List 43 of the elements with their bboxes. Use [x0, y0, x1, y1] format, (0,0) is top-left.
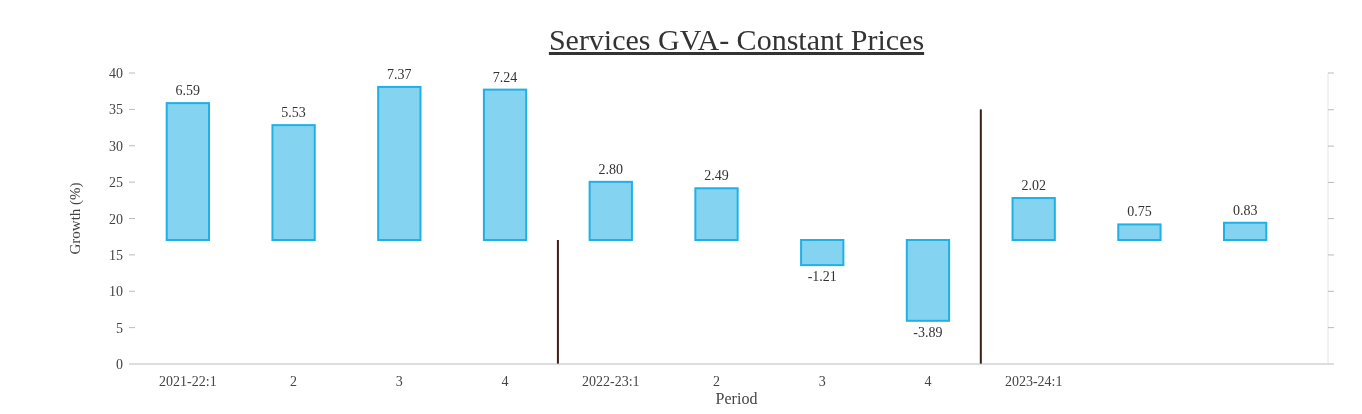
y-axis-title: Growth (%) — [67, 182, 84, 255]
y-tick-label: 5 — [116, 320, 123, 336]
chart-title: Services GVA- Constant Prices — [548, 23, 925, 56]
x-tick-label: 2023-24:1 — [1004, 374, 1063, 389]
x-tick-label: 3 — [395, 374, 403, 389]
data-label: 6.59 — [175, 83, 201, 99]
y-tick-label: 30 — [109, 138, 123, 154]
data-label: 7.24 — [492, 69, 518, 85]
data-label: 2.49 — [704, 168, 729, 184]
y-tick-label: 25 — [109, 175, 123, 191]
y-tick-label: 40 — [109, 66, 123, 81]
y-tick-label: 35 — [109, 102, 123, 118]
data-label: 2.80 — [598, 161, 624, 177]
bar — [377, 85, 422, 241]
bar — [694, 187, 739, 241]
bar — [800, 239, 845, 267]
data-label: 7.37 — [387, 66, 412, 82]
bar — [588, 180, 633, 241]
data-label: -1.21 — [807, 269, 837, 285]
x-tick-label: 2 — [713, 374, 720, 389]
x-tick-label: 2022-23:1 — [581, 374, 640, 389]
y-tick-label: 20 — [109, 211, 123, 227]
x-tick-label: 4 — [501, 374, 509, 389]
x-tick-label: 3 — [818, 374, 826, 389]
x-tick-label: 4 — [924, 374, 932, 389]
x-tick-label: 2021-22:1 — [159, 374, 217, 389]
data-label: 2.02 — [1021, 178, 1046, 194]
bar — [1117, 223, 1162, 241]
data-label: -3.89 — [913, 324, 943, 340]
data-label: 0.83 — [1232, 202, 1258, 218]
bar — [1011, 197, 1056, 241]
data-label: 5.53 — [281, 105, 306, 121]
x-axis-title: Period — [715, 390, 758, 407]
y-tick-label: 0 — [116, 357, 123, 372]
y-tick-label: 15 — [109, 247, 123, 263]
bar — [165, 102, 211, 241]
y-tick-label: 10 — [109, 284, 123, 300]
bar — [1222, 221, 1268, 241]
bar — [482, 88, 528, 241]
bar — [271, 124, 316, 241]
data-label: 0.75 — [1127, 204, 1152, 220]
bar — [905, 239, 951, 322]
x-tick-label: 2 — [290, 374, 298, 389]
